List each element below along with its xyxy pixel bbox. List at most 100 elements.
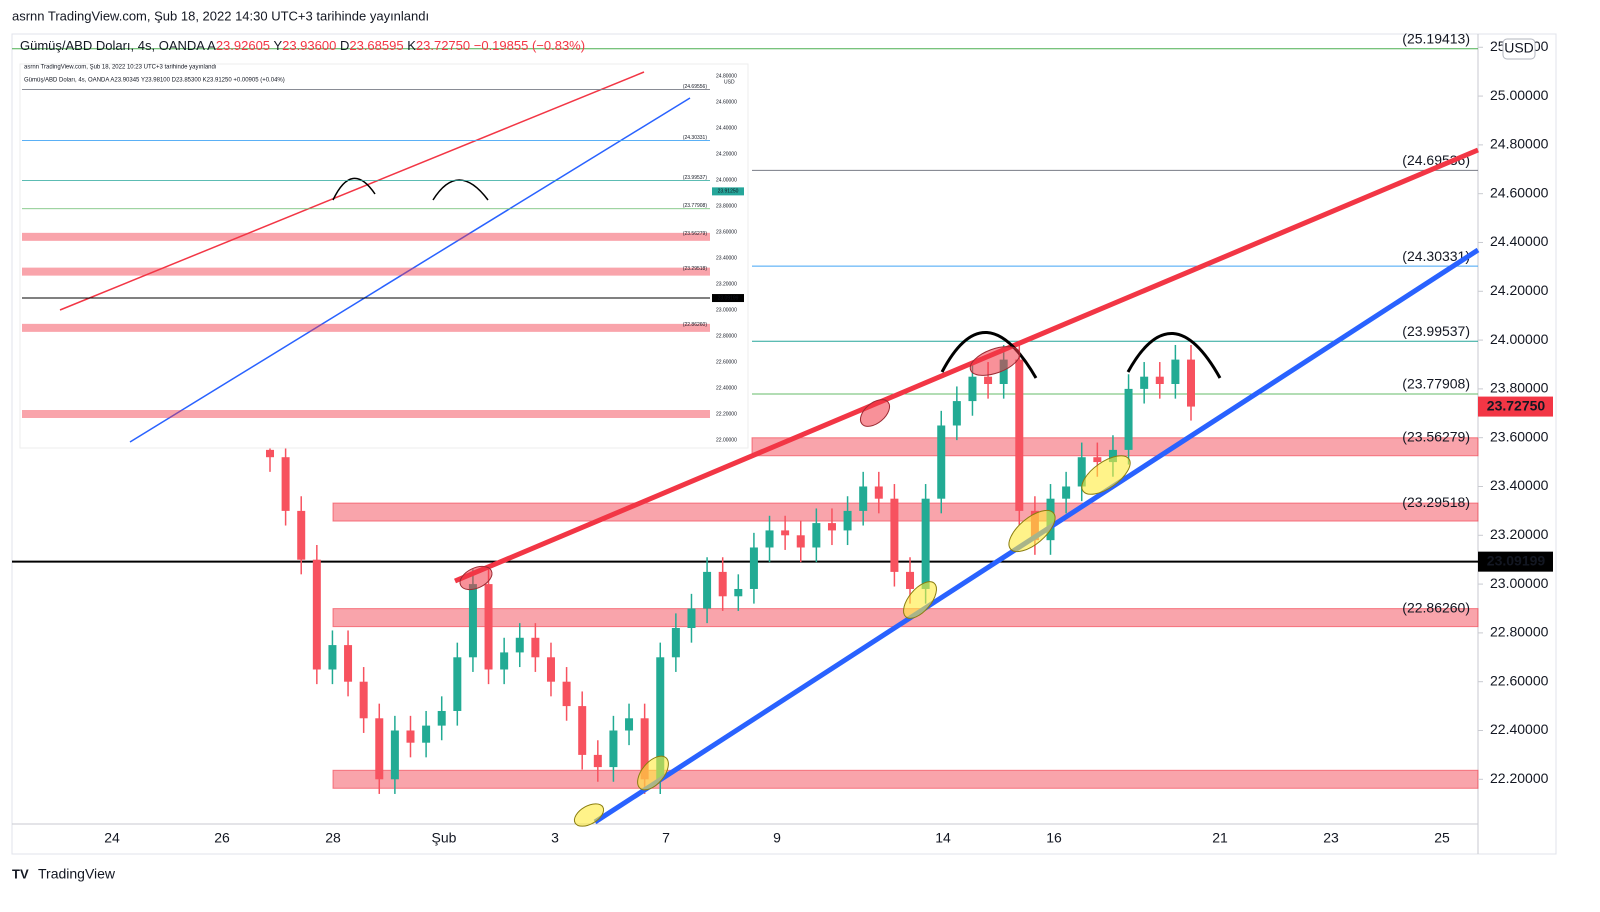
candle-body — [1077, 457, 1086, 487]
candle-body — [781, 530, 790, 536]
candle-body — [297, 510, 306, 560]
inset-tick-label: 23.80000 — [716, 203, 737, 209]
candle-body — [562, 681, 571, 707]
inset-tick-label: 24.20000 — [716, 151, 737, 157]
candle-body — [1155, 376, 1164, 385]
change: −0.19855 (−0.83%) — [474, 38, 585, 53]
inset-tick-label: 23.20000 — [716, 281, 737, 287]
y-tick-label: 23.40000 — [1490, 477, 1549, 493]
candle-body — [515, 637, 524, 653]
y-tick-label: 24.40000 — [1490, 233, 1549, 249]
inset-chart: asrnn TradingView.com, Şub 18, 2022 10:2… — [19, 63, 749, 449]
arc — [1126, 332, 1222, 379]
candle-body — [1108, 449, 1117, 463]
x-tick-label: 7 — [662, 830, 670, 846]
inset-last-label: 23.91250 — [718, 189, 739, 195]
inset-level-label: (23.99537) — [683, 175, 708, 181]
highlight — [1008, 509, 1056, 553]
candle-body — [422, 725, 431, 743]
unit-label: USD — [1504, 40, 1534, 56]
y-tick-label: 22.80000 — [1490, 624, 1549, 640]
x-tick-label: 21 — [1212, 830, 1228, 846]
candle-body — [546, 657, 555, 682]
candle-body — [796, 535, 805, 548]
candle-body — [656, 657, 665, 780]
y-tick-label: 22.60000 — [1490, 672, 1549, 688]
inset-trend-blue — [129, 97, 691, 443]
inset-level-label: (24.30331) — [683, 135, 708, 141]
candle-body — [500, 652, 509, 670]
candle-body — [1124, 388, 1133, 450]
level-label: (23.29518) — [1402, 494, 1470, 510]
inset-level-label: (22.86260) — [683, 322, 708, 328]
candle-body — [593, 754, 602, 768]
ohlc-value: 23.68595 — [349, 38, 403, 53]
candle-body — [921, 498, 930, 589]
inset-tick-label: 24.80000 — [716, 73, 737, 79]
inset-last-badge — [712, 187, 744, 196]
candle-body — [687, 608, 696, 629]
logo-mark: TV — [12, 866, 29, 881]
candle-body — [437, 710, 446, 726]
inset-tick-label: 22.40000 — [716, 385, 737, 391]
published-note: asrnn TradingView.com, Şub 18, 2022 14:3… — [12, 8, 429, 23]
candle-body — [843, 510, 852, 531]
last-price-badge — [1478, 396, 1553, 417]
candle-body — [671, 628, 680, 658]
inset-frame — [19, 63, 749, 449]
candle-body — [999, 359, 1008, 385]
highlight — [1081, 455, 1131, 495]
ohlc-value: 23.72750 — [416, 38, 470, 53]
candle-body — [874, 486, 883, 499]
candle-body — [1187, 359, 1195, 407]
y-tick-label: 23.00000 — [1490, 575, 1549, 591]
inset-arc — [432, 179, 489, 201]
candle-body — [312, 559, 321, 670]
inset-zone — [22, 323, 710, 332]
candle-body — [390, 730, 399, 780]
symbol: Gümüş/ABD Doları, 4s, OANDA — [20, 38, 205, 53]
candle-body — [344, 645, 353, 682]
highlight — [459, 565, 493, 591]
inset-level-label: (23.56279) — [683, 231, 708, 237]
price-badge-label: 23.09199 — [1487, 552, 1546, 568]
chart-frame — [11, 33, 1557, 855]
highlight — [969, 346, 1021, 376]
inset-tick-label: 23.40000 — [716, 255, 737, 261]
inset-level-label: (24.69556) — [683, 84, 708, 90]
candle-body — [468, 584, 477, 658]
x-tick-label: 24 — [104, 830, 120, 846]
inset-level-label: (23.29518) — [683, 266, 708, 272]
ohlc-value: 23.92605 — [216, 38, 270, 53]
y-tick-label: 24.00000 — [1490, 331, 1549, 347]
candle-body — [531, 637, 540, 658]
inset-tick-label: 24.60000 — [716, 99, 737, 105]
candle-body — [890, 498, 899, 572]
candle-body — [703, 571, 712, 609]
symbol-line: Gümüş/ABD Doları, 4s, OANDA A23.92605 Y2… — [20, 38, 585, 53]
candle-body — [812, 523, 821, 548]
unit-badge — [1502, 38, 1536, 60]
x-tick-label: 25 — [1434, 830, 1450, 846]
candle-body — [375, 718, 384, 780]
candle-body — [1140, 376, 1149, 389]
inset-tick-label: 23.60000 — [716, 229, 737, 235]
inset-trend-red — [59, 71, 645, 311]
candle-body — [640, 718, 649, 780]
inset-tick-label: 23.00000 — [716, 307, 737, 313]
candle-body — [266, 449, 274, 458]
y-tick-label: 23.20000 — [1490, 526, 1549, 542]
ohlc-key: Y — [273, 38, 282, 53]
candle-body — [1093, 457, 1102, 463]
candle-body — [1015, 359, 1024, 511]
candle-body — [734, 588, 743, 597]
inset-tick-label: 22.80000 — [716, 333, 737, 339]
ohlc-value: 23.93600 — [282, 38, 336, 53]
arc — [940, 331, 1038, 379]
candle-body — [406, 730, 415, 743]
candle-body — [906, 571, 915, 589]
x-tick-label: 3 — [551, 830, 559, 846]
level-label: (24.30331) — [1402, 248, 1470, 264]
level-label: (23.99537) — [1402, 323, 1470, 339]
